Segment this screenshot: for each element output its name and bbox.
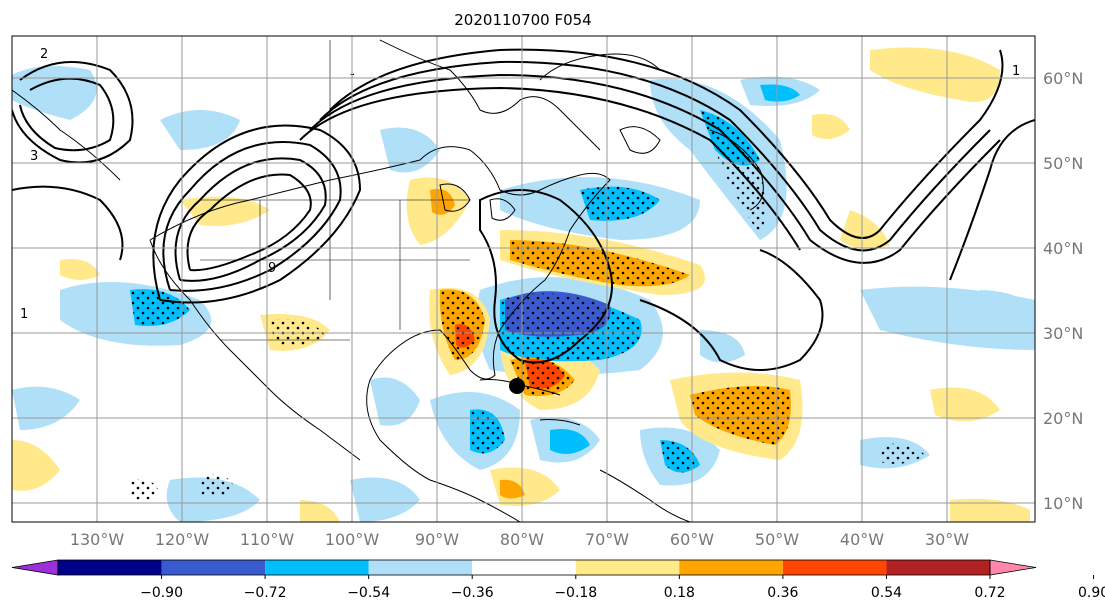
longitude-ticks: 130°W 120°W 110°W 100°W 90°W 80°W 70°W 6…: [70, 530, 969, 549]
colorbar-tick-label: 0.36: [767, 585, 798, 601]
colorbar-segment: [575, 560, 680, 575]
colorbar-tick-label: −0.18: [554, 585, 597, 601]
lon-tick-label: 80°W: [500, 530, 544, 549]
contour-label: 1: [20, 307, 28, 322]
colorbar-tick-label: −0.90: [140, 585, 183, 601]
colorbar-tick-label: 0.18: [664, 585, 695, 601]
graticule: [12, 36, 1035, 522]
lat-tick-label: 40°N: [1043, 239, 1083, 258]
lon-tick-label: 100°W: [325, 530, 380, 549]
colorbar-segment: [886, 560, 990, 575]
colorbar-extend-high: [989, 559, 1037, 576]
latitude-ticks: 60°N 50°N 40°N 30°N 20°N 10°N: [1043, 69, 1083, 513]
contour-label: 2: [40, 47, 48, 62]
chart-title: 2020110700 F054: [454, 11, 591, 29]
lat-tick-label: 60°N: [1043, 69, 1083, 88]
lat-tick-label: 30°N: [1043, 324, 1083, 343]
lon-tick-label: 120°W: [155, 530, 210, 549]
map-panel: 2 3 1 - 1 9: [12, 36, 1035, 522]
colorbar-segment: [265, 560, 369, 575]
colorbar: −0.90 −0.72 −0.54 −0.36 −0.18 0.18 0.36 0.54 0.7…: [11, 559, 1105, 601]
lon-tick-label: 60°W: [670, 530, 714, 549]
storm-center-marker: [509, 378, 525, 394]
colorbar-tick-label: 0.54: [871, 585, 902, 601]
map-frame: [11, 35, 1036, 523]
lat-tick-label: 10°N: [1043, 494, 1083, 513]
lon-tick-label: 90°W: [415, 530, 459, 549]
colorbar-tick-label: 0.90: [1078, 585, 1105, 601]
colorbar-segment: [368, 560, 473, 575]
colorbar-segment: [161, 560, 266, 575]
lat-tick-label: 50°N: [1043, 154, 1083, 173]
significance-stippling: [130, 110, 925, 501]
contour-label: 9: [268, 261, 276, 276]
colorbar-tick-label: −0.36: [451, 585, 494, 601]
colorbar-segment: [58, 560, 162, 575]
colorbar-segment: [782, 560, 887, 575]
colorbar-tick-label: 0.72: [974, 585, 1005, 601]
colorbar-tick-label: −0.54: [347, 585, 390, 601]
lat-tick-label: 20°N: [1043, 409, 1083, 428]
lon-tick-label: 130°W: [70, 530, 125, 549]
colorbar-tick-label: −0.72: [244, 585, 287, 601]
contour-label: 3: [30, 149, 38, 164]
colorbar-segment: [679, 560, 783, 575]
contour-label: 1: [1012, 64, 1020, 79]
height-contours: [12, 48, 1035, 371]
lon-tick-label: 30°W: [925, 530, 969, 549]
lon-tick-label: 70°W: [585, 530, 629, 549]
lon-tick-label: 110°W: [240, 530, 295, 549]
colorbar-frame: [57, 559, 991, 576]
colorbar-extend-low: [11, 559, 59, 576]
lon-tick-label: 50°W: [755, 530, 799, 549]
lon-tick-label: 40°W: [840, 530, 884, 549]
colorbar-segment: [472, 560, 576, 575]
